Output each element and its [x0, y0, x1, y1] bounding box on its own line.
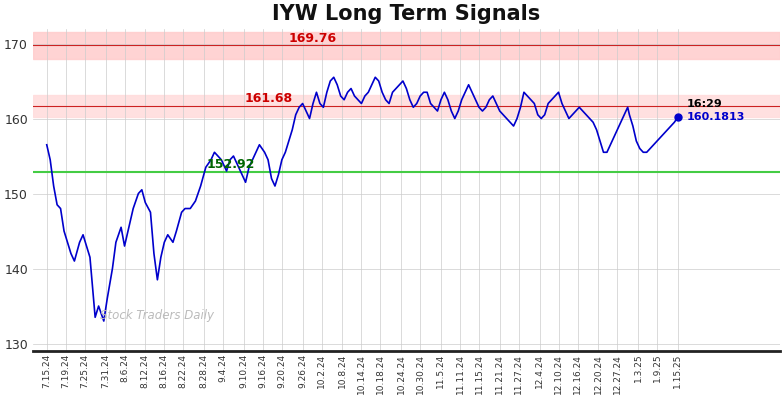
Text: 160.1813: 160.1813 [687, 112, 745, 122]
Bar [33, 32, 780, 59]
Title: IYW Long Term Signals: IYW Long Term Signals [272, 4, 540, 24]
Text: 169.76: 169.76 [289, 31, 336, 45]
Text: 161.68: 161.68 [244, 92, 292, 105]
Text: Stock Traders Daily: Stock Traders Daily [100, 309, 214, 322]
Text: 16:29: 16:29 [687, 100, 722, 109]
Text: 152.92: 152.92 [206, 158, 255, 171]
Bar [33, 94, 780, 117]
